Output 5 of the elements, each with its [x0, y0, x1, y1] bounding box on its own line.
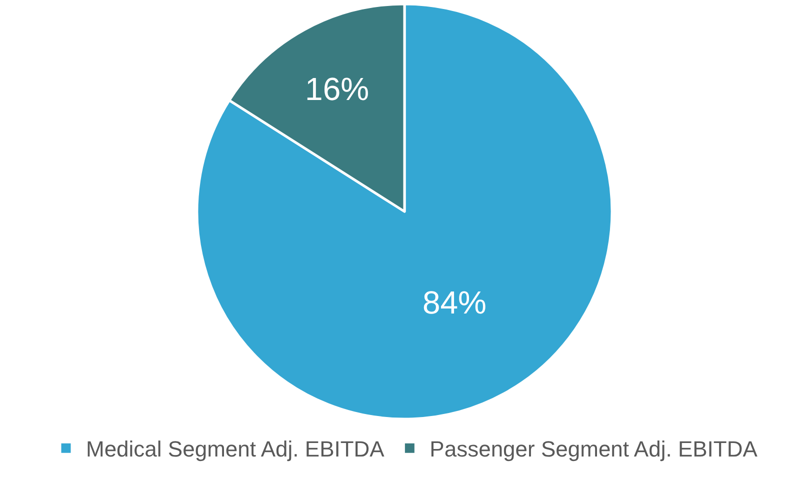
data-label: 16% [305, 70, 370, 107]
legend-label: Medical Segment Adj. EBITDA [86, 436, 385, 462]
pie-slice [196, 2, 614, 420]
data-label: 84% [422, 284, 487, 320]
legend-label: Passenger Segment Adj. EBITDA [430, 436, 758, 462]
